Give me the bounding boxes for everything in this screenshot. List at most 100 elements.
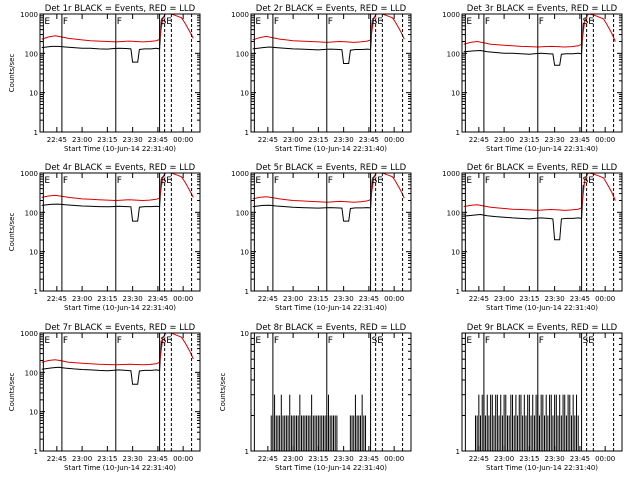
series-line-events [463, 22, 584, 66]
flag-label: E [255, 176, 261, 186]
flag-label: F [485, 176, 490, 186]
flag-label: E [44, 336, 50, 346]
panel-det-7: Det 7r BLACK = Events, RED = LLD E F F SE 1 10… [8, 323, 201, 472]
plot-area [252, 173, 405, 222]
series-line-events [41, 179, 162, 222]
y-tick-label: 1 [245, 129, 249, 137]
panel-det-5: Det 5r BLACK = Events, RED = LLD E F F SE 1 10… [231, 163, 412, 312]
y-tick-label: 10 [29, 409, 38, 417]
x-tick-label: 23:30 [123, 295, 143, 303]
x-tick-label: 00:00 [595, 295, 615, 303]
y-tick-label: 10 [29, 90, 38, 98]
panel-title: Det 3r BLACK = Events, RED = LLD [467, 4, 618, 14]
x-tick-label: 23:15 [308, 455, 328, 463]
x-tick-label: 23:15 [519, 136, 539, 144]
panel-title: Det 8r BLACK = Events, RED = LLD [256, 323, 407, 333]
x-tick-label: 23:45 [359, 455, 379, 463]
flag-label: F [117, 176, 122, 186]
x-tick-label: 22:45 [469, 136, 489, 144]
flag-label: SE [583, 176, 595, 186]
flag-label: SE [372, 17, 384, 27]
y-tick-label: 1000 [231, 11, 249, 19]
y-tick-label: 1 [245, 288, 249, 296]
flag-label: E [466, 17, 472, 27]
y-tick-label: 1 [34, 288, 38, 296]
y-tick-label: 100 [447, 209, 460, 217]
plot-area [252, 14, 405, 64]
x-tick-label: 23:30 [334, 136, 354, 144]
x-axis-label: Start Time (10-Jun-14 22:31:40) [486, 464, 598, 472]
y-tick-label: 1 [34, 448, 38, 456]
series-line-events [252, 20, 373, 64]
series-line-lld [41, 14, 194, 43]
x-tick-label: 23:45 [570, 455, 590, 463]
flag-label: F [539, 336, 544, 346]
flag-label: E [255, 336, 261, 346]
flag-label: F [63, 176, 68, 186]
x-axis-label: Start Time (10-Jun-14 22:31:40) [64, 304, 176, 312]
y-tick-label: 10 [451, 90, 460, 98]
x-tick-label: 23:00 [494, 136, 514, 144]
x-tick-label: 00:00 [173, 455, 193, 463]
x-tick-label: 00:00 [173, 136, 193, 144]
y-tick-label: 100 [236, 50, 249, 58]
y-tick-label: 100 [236, 209, 249, 217]
x-tick-label: 23:15 [97, 136, 117, 144]
x-axis-label: Start Time (10-Jun-14 22:31:40) [486, 145, 598, 153]
plot-frame [39, 332, 201, 452]
plot-area [463, 14, 616, 66]
x-tick-label: 23:00 [72, 136, 92, 144]
panel-det-4: Det 4r BLACK = Events, RED = LLD E F F SE 1 10… [8, 163, 201, 312]
y-tick-label: 1000 [442, 11, 460, 19]
x-tick-label: 22:45 [47, 455, 67, 463]
flag-label: SE [583, 17, 595, 27]
flag-label: F [63, 17, 68, 27]
series-line-lld [41, 173, 194, 202]
x-axis-label: Start Time (10-Jun-14 22:31:40) [64, 145, 176, 153]
x-tick-label: 00:00 [595, 455, 615, 463]
x-tick-label: 23:45 [359, 295, 379, 303]
x-tick-label: 23:00 [283, 455, 303, 463]
x-tick-label: 00:00 [595, 136, 615, 144]
plot-frame [250, 13, 412, 133]
y-tick-label: 1000 [231, 170, 249, 178]
panel-det-9: Det 9r BLACK = Events, RED = LLD E F F SE 1 22… [456, 323, 623, 472]
y-tick-label: 100 [447, 50, 460, 58]
y-tick-label: 1 [34, 129, 38, 137]
y-axis-label: Counts/sec [8, 373, 16, 412]
y-tick-label: 1 [245, 448, 249, 456]
x-tick-label: 23:45 [148, 295, 168, 303]
plot-area [41, 14, 194, 63]
x-tick-label: 22:45 [47, 136, 67, 144]
x-tick-label: 23:00 [72, 455, 92, 463]
x-tick-label: 23:45 [148, 455, 168, 463]
series-line-lld [41, 333, 194, 366]
flag-label: SE [161, 17, 173, 27]
x-tick-label: 23:30 [334, 295, 354, 303]
flag-label: F [328, 176, 333, 186]
y-tick-label: 10 [240, 330, 249, 338]
plot-frame [461, 13, 623, 133]
panel-det-2: Det 2r BLACK = Events, RED = LLD E F F SE 1 10… [231, 4, 412, 153]
flag-label: F [485, 17, 490, 27]
series-line-lld [463, 14, 616, 48]
y-tick-label: 1000 [20, 330, 38, 338]
x-tick-label: 23:45 [570, 295, 590, 303]
y-axis-label: Counts/sec [8, 213, 16, 252]
y-tick-label: 100 [25, 50, 38, 58]
flag-label: E [466, 176, 472, 186]
y-tick-label: 1 [456, 129, 460, 137]
flag-label: E [466, 336, 472, 346]
flag-label: F [328, 336, 333, 346]
x-tick-label: 00:00 [384, 455, 404, 463]
flag-label: E [44, 17, 50, 27]
panel-title: Det 6r BLACK = Events, RED = LLD [467, 163, 618, 173]
plot-frame [461, 172, 623, 292]
plot-frame [461, 332, 623, 452]
y-tick-label: 1 [456, 448, 460, 456]
flag-label: F [539, 17, 544, 27]
x-tick-label: 23:00 [72, 295, 92, 303]
x-axis-label: Start Time (10-Jun-14 22:31:40) [275, 464, 387, 472]
panel-title: Det 1r BLACK = Events, RED = LLD [45, 4, 196, 14]
